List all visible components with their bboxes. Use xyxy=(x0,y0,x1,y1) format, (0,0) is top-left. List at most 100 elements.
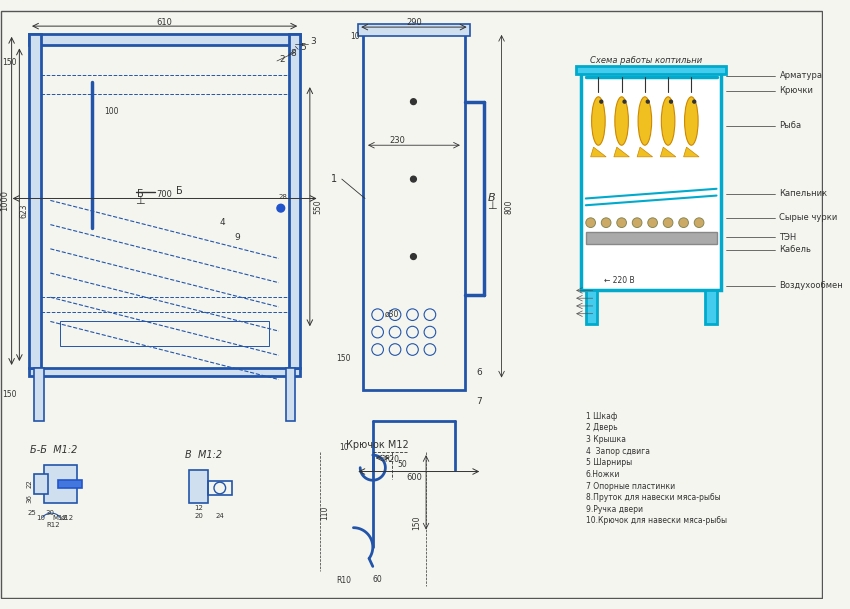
Circle shape xyxy=(411,176,416,182)
Bar xyxy=(576,66,726,74)
Text: 20: 20 xyxy=(194,513,203,519)
Text: 150: 150 xyxy=(337,354,351,363)
Bar xyxy=(29,368,300,376)
Text: 623: 623 xyxy=(20,203,29,218)
Bar xyxy=(34,474,48,494)
Text: 12: 12 xyxy=(194,505,203,512)
Text: 4  Запор сдвига: 4 Запор сдвига xyxy=(586,446,649,456)
Bar xyxy=(41,46,288,368)
Text: 3: 3 xyxy=(310,37,315,46)
Text: M12: M12 xyxy=(53,515,67,521)
Text: 7: 7 xyxy=(476,397,482,406)
Bar xyxy=(189,470,208,504)
Text: ⊥: ⊥ xyxy=(487,201,496,211)
Bar xyxy=(363,32,465,390)
Circle shape xyxy=(411,254,416,259)
Text: В: В xyxy=(488,194,496,203)
Text: 10: 10 xyxy=(350,32,360,41)
Text: 30: 30 xyxy=(46,510,55,516)
Bar xyxy=(581,68,722,290)
Text: 10.Крючок для навески мяса-рыбы: 10.Крючок для навески мяса-рыбы xyxy=(586,516,727,526)
Text: 50: 50 xyxy=(397,460,406,470)
Text: 9.Ручка двери: 9.Ручка двери xyxy=(586,505,643,514)
Text: 610: 610 xyxy=(156,18,173,27)
Bar xyxy=(29,34,300,46)
Text: 100: 100 xyxy=(104,107,119,116)
Circle shape xyxy=(411,99,416,105)
PathPatch shape xyxy=(591,147,606,157)
Text: Капельник: Капельник xyxy=(779,189,828,198)
Text: 6: 6 xyxy=(476,368,482,377)
Ellipse shape xyxy=(592,97,605,145)
Ellipse shape xyxy=(661,97,675,145)
Text: 22: 22 xyxy=(26,480,32,488)
Text: 60: 60 xyxy=(373,574,382,583)
Text: 7 Опорные пластинки: 7 Опорные пластинки xyxy=(586,482,675,491)
Text: Б: Б xyxy=(137,189,144,199)
Text: 2 Дверь: 2 Дверь xyxy=(586,423,617,432)
Text: Б-Б  M1:2: Б-Б M1:2 xyxy=(30,445,77,455)
Text: Рыба: Рыба xyxy=(779,121,802,130)
Text: Сырые чурки: Сырые чурки xyxy=(779,213,838,222)
Circle shape xyxy=(600,100,603,103)
PathPatch shape xyxy=(660,147,676,157)
Circle shape xyxy=(679,218,689,228)
Text: ø30: ø30 xyxy=(385,310,400,319)
Ellipse shape xyxy=(615,97,628,145)
Text: R12: R12 xyxy=(47,522,60,528)
Text: ТЭН: ТЭН xyxy=(779,233,796,242)
Text: 600: 600 xyxy=(406,473,422,482)
Circle shape xyxy=(663,218,673,228)
Circle shape xyxy=(586,218,596,228)
Text: 5: 5 xyxy=(300,43,306,52)
Text: 25: 25 xyxy=(27,510,37,516)
Text: 150: 150 xyxy=(3,390,17,399)
Text: 700: 700 xyxy=(156,190,173,199)
PathPatch shape xyxy=(614,147,629,157)
Text: Воздухообмен: Воздухообмен xyxy=(779,281,843,290)
Text: Б: Б xyxy=(176,186,183,195)
Text: Схема работы коптильни: Схема работы коптильни xyxy=(590,55,702,65)
Text: 800: 800 xyxy=(505,200,513,214)
Text: ø12: ø12 xyxy=(61,515,74,521)
Bar xyxy=(705,290,717,325)
Bar xyxy=(60,322,269,346)
Text: Кабель: Кабель xyxy=(779,245,812,255)
Text: 10: 10 xyxy=(339,443,348,452)
Bar xyxy=(43,465,77,504)
Text: 230: 230 xyxy=(389,136,405,145)
Text: 1 Шкаф: 1 Шкаф xyxy=(586,412,617,421)
Text: Крючок M12: Крючок M12 xyxy=(346,440,409,451)
Text: 8: 8 xyxy=(291,49,297,58)
Text: 150: 150 xyxy=(3,58,17,68)
Bar xyxy=(288,34,300,368)
Text: 110: 110 xyxy=(320,506,329,520)
Text: 290: 290 xyxy=(406,18,422,27)
Bar xyxy=(208,481,232,495)
Text: 1000: 1000 xyxy=(0,191,9,211)
Circle shape xyxy=(277,204,285,212)
Text: В  M1:2: В M1:2 xyxy=(184,450,222,460)
Circle shape xyxy=(646,100,649,103)
Circle shape xyxy=(694,218,704,228)
Text: Арматура: Арматура xyxy=(779,71,823,80)
Bar xyxy=(29,34,41,368)
Text: 2: 2 xyxy=(279,55,285,63)
Circle shape xyxy=(617,218,626,228)
Text: 6.Ножки: 6.Ножки xyxy=(586,470,620,479)
Text: 5 Шарниры: 5 Шарниры xyxy=(586,459,632,467)
Text: 36: 36 xyxy=(26,494,32,503)
Text: 1: 1 xyxy=(331,174,337,184)
Ellipse shape xyxy=(684,97,698,145)
PathPatch shape xyxy=(683,147,699,157)
Bar xyxy=(34,368,43,421)
Text: 24: 24 xyxy=(215,513,224,519)
Ellipse shape xyxy=(638,97,652,145)
Circle shape xyxy=(632,218,642,228)
Text: 3 Крышка: 3 Крышка xyxy=(586,435,626,444)
Bar xyxy=(58,481,82,488)
Text: 28: 28 xyxy=(278,194,287,200)
Bar xyxy=(586,233,717,244)
Text: ⊥: ⊥ xyxy=(135,196,145,206)
Text: 8.Пруток для навески мяса-рыбы: 8.Пруток для навески мяса-рыбы xyxy=(586,493,721,502)
